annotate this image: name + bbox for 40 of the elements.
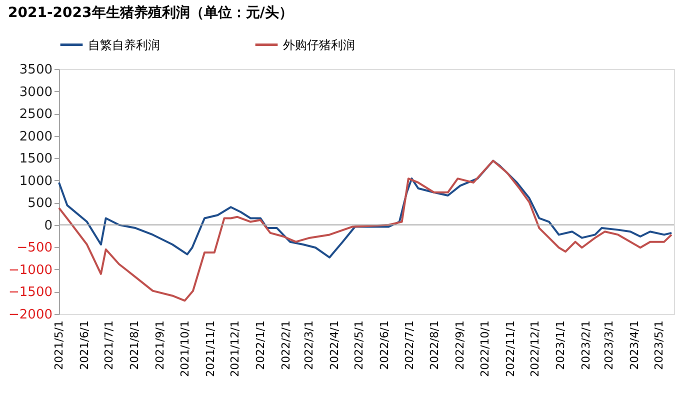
x-tick-label: 2023/3/1 [602,320,616,370]
x-tick-label: 2022/9/1 [454,320,467,370]
x-tick-label: 2021/7/1 [102,320,116,370]
x-tick-label: 2023/2/1 [580,320,593,370]
x-tick-label: 2022/8/1 [428,320,442,370]
y-tick-label: −1000 [8,262,52,278]
y-tick-label: −500 [16,240,52,256]
x-tick-label: 2021/8/1 [128,320,142,370]
x-tick-label: 2021/9/1 [154,320,167,370]
y-tick-label: −2000 [8,308,52,322]
x-tick-label: 2022/4/1 [328,320,341,370]
x-tick-label: 2022/10/1 [478,320,492,377]
x-tick-label: 2022/3/1 [302,320,316,370]
x-tick-label: 2022/12/1 [528,320,542,377]
x-tick-label: 2022/7/1 [402,320,416,370]
x-tick-label: 2021/11/1 [204,320,217,377]
x-tick-label: 2022/2/1 [279,320,292,370]
y-tick-label: −1500 [8,285,52,300]
x-tick-label: 2023/5/1 [652,320,666,370]
legend-label: 自繁自养利润 [88,38,160,52]
x-tick-label: 2021/10/1 [178,320,192,377]
y-tick-label: 3500 [19,62,52,78]
legend-label: 外购仔猪利润 [283,38,355,52]
y-tick-label: 1500 [19,152,52,167]
x-tick-label: 2022/6/1 [378,320,392,370]
y-tick-label: 500 [28,196,52,212]
x-tick-label: 2022/11/1 [504,320,517,377]
x-tick-label: 2021/6/1 [78,320,91,370]
x-tick-label: 2021/5/1 [52,320,66,370]
x-tick-label: 2023/1/1 [554,320,568,370]
y-tick-label: 2000 [19,129,52,144]
y-tick-label: 3000 [19,84,52,100]
x-tick-label: 2022/1/1 [254,320,267,370]
chart-title: 2021-2023年生猪养殖利润（单位：元/头） [8,4,293,21]
y-tick-label: 1000 [19,174,52,189]
y-tick-label: 2500 [19,107,52,122]
x-tick-label: 2021/12/1 [228,320,242,377]
x-tick-label: 2023/4/1 [628,320,642,370]
x-tick-label: 2022/5/1 [352,320,366,370]
y-tick-label: 0 [44,218,52,234]
